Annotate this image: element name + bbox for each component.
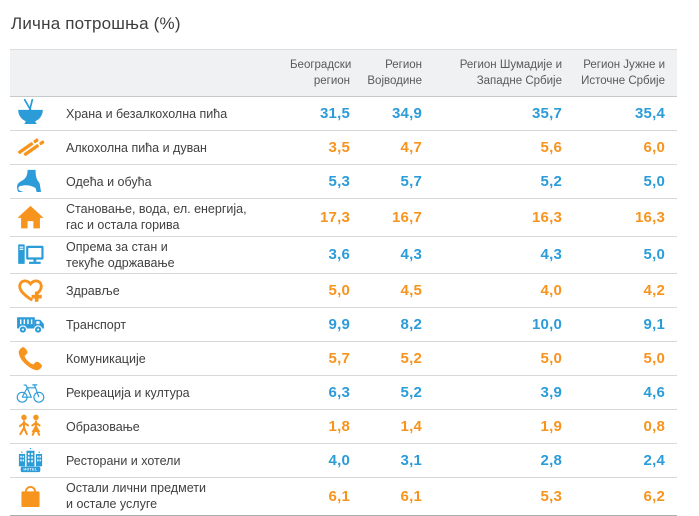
value-cell: 9,9 [290,307,358,343]
consumption-table: Београдски регион Регион Војводине Регио… [10,48,677,516]
column-header-belgrade: Београдски регион [290,48,358,98]
table-row: Алкохолна пића и дуван 3,5 4,7 5,6 6,0 [10,130,677,166]
bicycle-icon [13,378,66,407]
table-row: Комуникације 5,7 5,2 5,0 5,0 [10,341,677,377]
value-cell: 10,0 [430,307,570,343]
value-cell: 5,0 [290,273,358,309]
table-body: Храна и безалкохолна пића 31,5 34,9 35,7… [10,96,677,516]
value-cell: 3,6 [290,236,358,275]
value-cell: 0,8 [570,409,677,445]
value-cell: 5,3 [290,164,358,200]
column-header-vojvodina: Регион Војводине [358,48,430,98]
value-cell: 34,9 [358,96,430,132]
value-cell: 5,0 [570,341,677,377]
hotel-icon [13,446,66,475]
shopping-bag-icon [13,482,66,511]
value-cell: 35,4 [570,96,677,132]
health-icon [13,276,66,305]
value-cell: 5,2 [430,164,570,200]
value-cell: 5,0 [570,164,677,200]
category-label: Ресторани и хотели [66,453,181,468]
value-cell: 8,2 [358,307,430,343]
category-label: Алкохолна пића и дуван [66,140,207,155]
value-cell: 2,4 [570,443,677,479]
value-cell: 1,9 [430,409,570,445]
table-row: Образовање 1,8 1,4 1,9 0,8 [10,409,677,445]
computer-icon [13,240,66,269]
value-cell: 4,0 [290,443,358,479]
value-cell: 4,3 [430,236,570,275]
page-title: Лична потрошња (%) [11,14,181,33]
category-label: Комуникације [66,351,146,366]
value-cell: 4,6 [570,375,677,411]
category-label: Образовање [66,419,140,434]
table-row: Одећа и обућа 5,3 5,7 5,2 5,0 [10,164,677,200]
shoe-icon [13,167,66,196]
table-row: Храна и безалкохолна пића 31,5 34,9 35,7… [10,96,677,132]
column-header-south-east: Регион Јужне и Источне Србије [570,48,677,98]
header-icon-spacer [10,48,66,98]
value-cell: 16,3 [430,198,570,237]
header-row: Београдски регион Регион Војводине Регио… [10,48,677,98]
column-header-sumadija: Регион Шумадије и Западне Србије [430,48,570,98]
value-cell: 3,9 [430,375,570,411]
category-label: Остали лични предмети и остале услуге [66,481,206,512]
category-label: Одећа и обућа [66,174,152,189]
table-row: Транспорт 9,9 8,2 10,0 9,1 [10,307,677,343]
value-cell: 4,3 [358,236,430,275]
value-cell: 5,3 [430,477,570,516]
category-label: Опрема за стан и текуће одржавање [66,239,175,270]
phone-icon [13,344,66,373]
table-row: Опрема за стан и текуће одржавање 3,6 4,… [10,236,677,275]
value-cell: 5,2 [358,341,430,377]
value-cell: 3,5 [290,130,358,166]
header-label-spacer [66,48,290,98]
value-cell: 6,3 [290,375,358,411]
cigarettes-icon [13,133,66,162]
value-cell: 31,5 [290,96,358,132]
value-cell: 9,1 [570,307,677,343]
value-cell: 5,7 [290,341,358,377]
value-cell: 4,7 [358,130,430,166]
value-cell: 5,7 [358,164,430,200]
value-cell: 2,8 [430,443,570,479]
pedestrians-icon [13,412,66,441]
category-label: Рекреација и култура [66,385,190,400]
house-icon [13,203,66,232]
value-cell: 5,0 [430,341,570,377]
value-cell: 6,1 [358,477,430,516]
category-label: Здравље [66,283,120,298]
value-cell: 4,5 [358,273,430,309]
value-cell: 6,0 [570,130,677,166]
value-cell: 16,7 [358,198,430,237]
table-row: Здравље 5,0 4,5 4,0 4,2 [10,273,677,309]
value-cell: 6,2 [570,477,677,516]
food-bowl-icon [13,99,66,128]
truck-icon [13,310,66,339]
value-cell: 1,4 [358,409,430,445]
value-cell: 17,3 [290,198,358,237]
value-cell: 5,6 [430,130,570,166]
value-cell: 4,0 [430,273,570,309]
value-cell: 35,7 [430,96,570,132]
value-cell: 16,3 [570,198,677,237]
table-row: Остали лични предмети и остале услуге 6,… [10,477,677,516]
category-label: Транспорт [66,317,127,332]
table-row: Ресторани и хотели 4,0 3,1 2,8 2,4 [10,443,677,479]
value-cell: 4,2 [570,273,677,309]
value-cell: 5,2 [358,375,430,411]
table-header: Београдски регион Регион Војводине Регио… [10,48,677,98]
table-row: Становање, вода, ел. енергија, гас и ост… [10,198,677,237]
value-cell: 3,1 [358,443,430,479]
value-cell: 6,1 [290,477,358,516]
value-cell: 1,8 [290,409,358,445]
table-row: Рекреација и култура 6,3 5,2 3,9 4,6 [10,375,677,411]
category-label: Храна и безалкохолна пића [66,106,228,121]
category-label: Становање, вода, ел. енергија, гас и ост… [66,202,247,233]
value-cell: 5,0 [570,236,677,275]
